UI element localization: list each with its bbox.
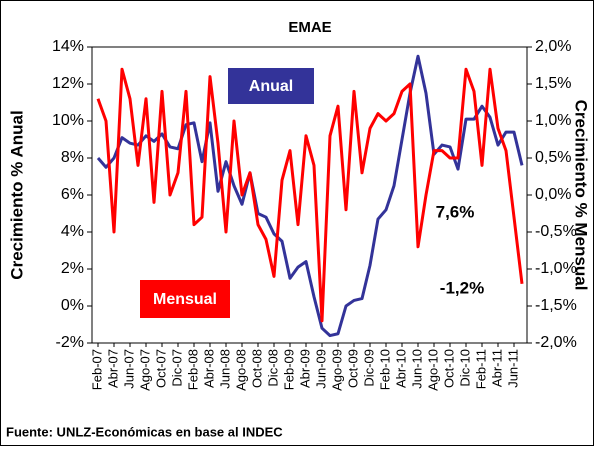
x-tick-label: Dic-09 [361, 349, 376, 387]
x-tick-label: Jun-09 [313, 349, 328, 389]
y-tick-label: 10% [52, 112, 84, 129]
series-line [96, 67, 524, 323]
y2-tick-label: -1,0% [535, 260, 577, 277]
y-tick-label: 4% [61, 223, 84, 240]
x-tick-label: Dic-08 [265, 349, 280, 387]
x-tick-label: Feb-09 [281, 349, 296, 390]
y-axis-title: Crecimiento % Anual [7, 110, 26, 279]
y2-tick-label: -2,0% [535, 334, 577, 351]
y-tick-label: 12% [52, 75, 84, 92]
x-tick-label: Abr-11 [489, 349, 504, 387]
y-tick-label: -2% [56, 334, 84, 351]
x-tick-label: Oct-08 [249, 349, 264, 388]
x-tick-label: Feb-08 [185, 349, 200, 390]
y-tick-label: 0% [61, 297, 84, 314]
legend-box [228, 68, 314, 104]
x-tick-label: Ago-10 [425, 349, 440, 391]
source: Fuente: UNLZ-Económicas en base al INDEC [6, 424, 283, 439]
x-tick-label: Feb-11 [473, 349, 488, 389]
y-tick-label: 2% [61, 260, 84, 277]
y-tick-label: 6% [61, 186, 84, 203]
legend-label: Anual [249, 78, 293, 95]
x-tick-label: Ago-09 [329, 349, 344, 391]
series-line [96, 54, 524, 338]
x-tick-label: Oct-10 [441, 349, 456, 388]
y2-tick-label: -1,5% [535, 297, 577, 314]
x-tick-label: Abr-07 [105, 349, 120, 388]
x-tick-label: Jun-07 [121, 349, 136, 389]
y-tick-label: 8% [61, 149, 84, 166]
x-tick-label: Dic-07 [169, 349, 184, 387]
y2-tick-label: -0,5% [535, 223, 577, 240]
annotation: -1,2% [440, 278, 484, 297]
x-tick-label: Oct-09 [345, 349, 360, 388]
x-tick-label: Abr-09 [297, 349, 312, 388]
x-tick-label: Feb-10 [377, 349, 392, 390]
x-tick-label: Feb-07 [89, 349, 104, 390]
chart-title: EMAE [288, 19, 331, 36]
y2-tick-label: 0,0% [535, 186, 571, 203]
x-tick-label: Jun-11 [505, 349, 520, 388]
x-tick-label: Abr-10 [393, 349, 408, 388]
y2-tick-label: 1,0% [535, 112, 571, 129]
x-tick-label: Jun-10 [409, 349, 424, 389]
x-tick-label: Ago-07 [137, 349, 152, 391]
annotation: 7,6% [436, 202, 475, 221]
x-tick-label: Abr-08 [201, 349, 216, 388]
x-tick-label: Oct-07 [153, 349, 168, 388]
y2-axis-title: Crecimiento % Mensual [572, 100, 591, 291]
y2-tick-label: 0,5% [535, 149, 571, 166]
legend-label: Mensual [153, 291, 217, 308]
x-tick-label: Ago-08 [233, 349, 248, 391]
y2-tick-label: 1,5% [535, 75, 571, 92]
y2-tick-label: 2,0% [535, 38, 571, 55]
y-tick-label: 14% [52, 38, 84, 55]
x-tick-label: Dic-10 [457, 349, 472, 387]
legend-box [140, 280, 230, 318]
x-tick-label: Jun-08 [217, 349, 232, 389]
